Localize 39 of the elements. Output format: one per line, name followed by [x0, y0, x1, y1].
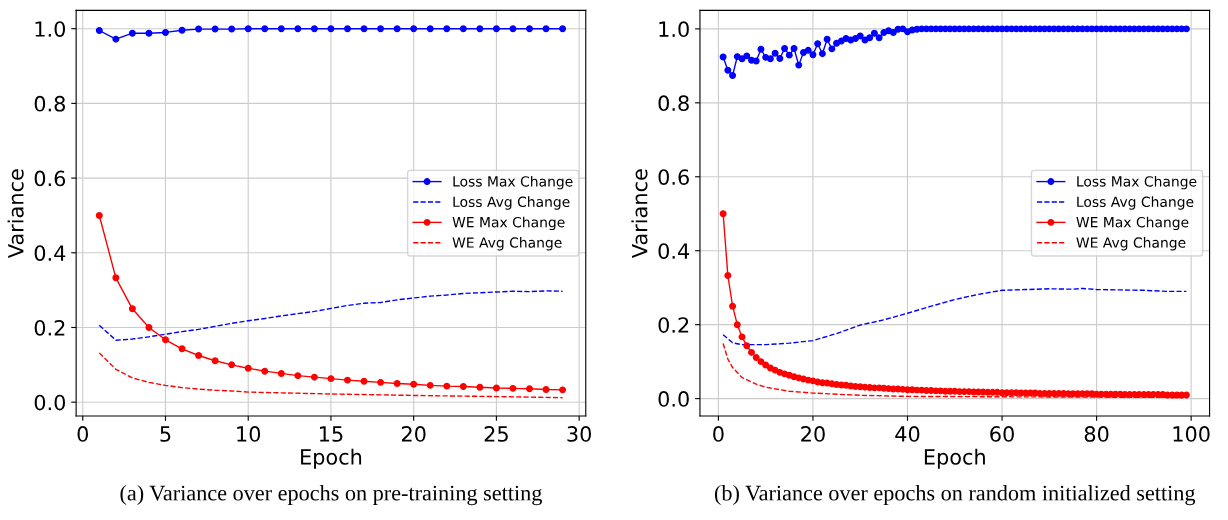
- x-tick-label: 40: [895, 426, 920, 442]
- x-tick-label: 0: [713, 426, 724, 442]
- y-axis-title: Variance: [631, 169, 648, 259]
- legend-label: Loss Avg Change: [453, 196, 570, 210]
- x-tick-label: 10: [237, 426, 261, 442]
- y-tick-label: 0.8: [658, 95, 689, 112]
- legend-label: Loss Max Change: [453, 175, 573, 190]
- x-tick-label: 20: [801, 426, 825, 442]
- y-tick-label: 0.6: [658, 169, 689, 185]
- text: (a) Variance over epochs on pre-training setting: [120, 484, 542, 506]
- legend-label: Loss Max Change: [1077, 175, 1197, 190]
- y-tick-label: 0.0: [34, 394, 66, 411]
- x-tick-label: 5: [160, 426, 171, 442]
- x-tick-label: 20: [401, 426, 426, 442]
- x-tick-label: 0: [77, 426, 88, 442]
- y-tick-label: 0.4: [658, 243, 690, 259]
- y-tick-label: 1.0: [659, 21, 689, 38]
- y-tick-label: 0.8: [34, 95, 65, 112]
- y-tick-label: 1.0: [35, 21, 66, 37]
- legend-label: WE Avg Change: [1076, 237, 1186, 251]
- y-tick-label: 0.6: [34, 170, 66, 187]
- legend-label: WE Max Change: [452, 216, 565, 231]
- x-axis-title: Epoch: [301, 448, 362, 469]
- y-tick-label: 0.0: [658, 391, 689, 407]
- x-tick-label: 25: [484, 426, 508, 442]
- x-tick-label: 15: [319, 426, 343, 442]
- x-tick-label: 100: [1173, 426, 1210, 442]
- x-tick-label: 60: [990, 426, 1014, 442]
- y-tick-label: 0.4: [34, 245, 66, 261]
- x-axis-title: Epoch: [924, 448, 985, 469]
- y-tick-label: 0.2: [34, 319, 65, 336]
- x-tick-label: 80: [1084, 426, 1109, 442]
- y-axis-title: Variance: [7, 169, 24, 259]
- legend-label: WE Avg Change: [452, 237, 562, 251]
- x-tick-label: 30: [567, 426, 592, 442]
- legend-label: Loss Avg Change: [1077, 196, 1194, 210]
- legend-label: WE Max Change: [1076, 216, 1189, 231]
- text: (b) Variance over epochs on random initialized setting: [714, 484, 1196, 506]
- y-tick-label: 0.2: [658, 317, 689, 333]
